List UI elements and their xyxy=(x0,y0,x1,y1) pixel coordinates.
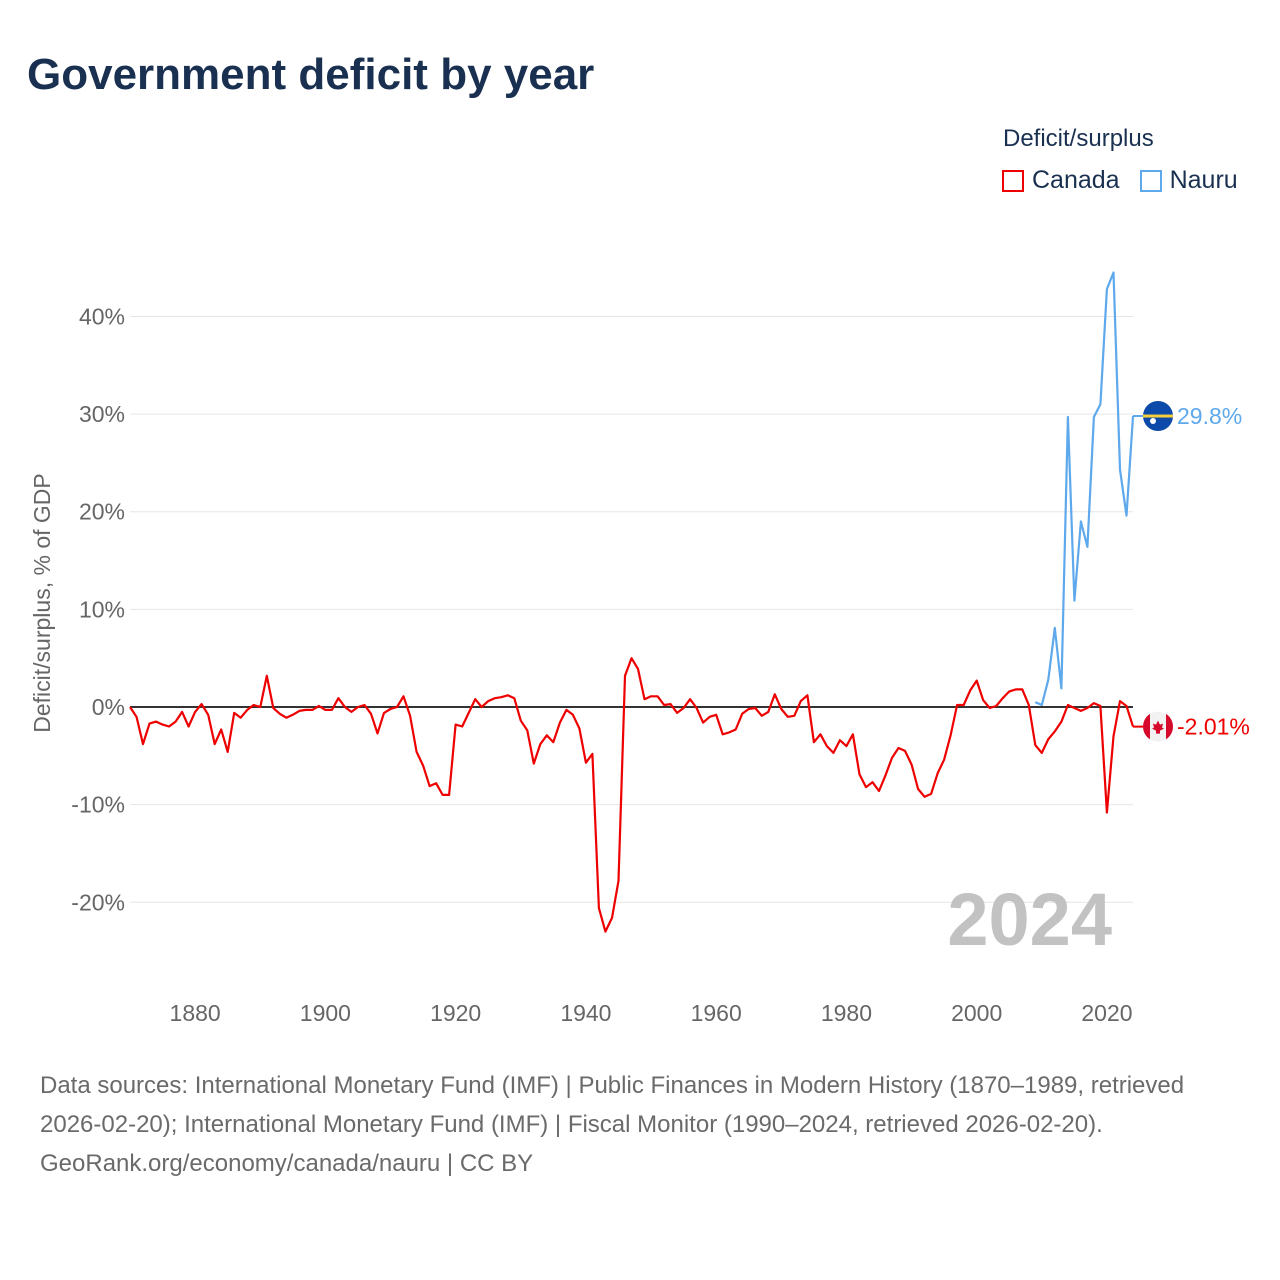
y-tick-label: 20% xyxy=(79,499,125,525)
x-tick-label: 1920 xyxy=(430,1000,481,1026)
y-tick-label: 40% xyxy=(79,303,125,329)
y-tick-label: -10% xyxy=(71,792,125,818)
y-axis-title: Deficit/surplus, % of GDP xyxy=(29,473,55,732)
x-tick-label: 1880 xyxy=(170,1000,221,1026)
end-value-label: 29.8% xyxy=(1177,403,1242,429)
canada-flag-right xyxy=(1166,713,1173,740)
series-line-canada xyxy=(129,657,1135,933)
x-tick-label: 1960 xyxy=(691,1000,742,1026)
x-tick-label: 2000 xyxy=(951,1000,1002,1026)
legend-title: Deficit/surplus xyxy=(1003,125,1154,152)
x-tick-label: 1940 xyxy=(560,1000,611,1026)
x-tick-label: 1980 xyxy=(821,1000,872,1026)
maple-leaf-icon xyxy=(1152,720,1164,734)
legend-label: Nauru xyxy=(1169,166,1238,194)
y-tick-label: 0% xyxy=(92,694,125,720)
footer: Data sources: International Monetary Fun… xyxy=(40,1066,1240,1183)
nauru-flag-star xyxy=(1150,418,1156,425)
y-tick-label: 10% xyxy=(79,596,125,622)
legend: Canada Nauru xyxy=(1002,166,1238,195)
nauru-flag-stripe xyxy=(1143,414,1173,418)
chart-title: Government deficit by year xyxy=(27,50,595,99)
data-sources: Data sources: International Monetary Fun… xyxy=(40,1072,1185,1138)
canada-flag-left xyxy=(1143,713,1150,740)
nauru-swatch xyxy=(1139,169,1162,192)
year-watermark: 2024 xyxy=(947,878,1112,961)
legend-item-nauru[interactable]: Nauru xyxy=(1139,166,1238,195)
y-tick-label: -20% xyxy=(71,889,125,915)
y-tick-label: 30% xyxy=(79,401,125,427)
legend-label: Canada xyxy=(1032,166,1120,194)
credit-link[interactable]: GeoRank.org/economy/canada/nauru | CC BY xyxy=(40,1150,534,1177)
x-tick-label: 2020 xyxy=(1081,1000,1132,1026)
series-line-nauru xyxy=(1034,271,1135,707)
legend-item-canada[interactable]: Canada xyxy=(1002,166,1120,195)
canada-swatch xyxy=(1002,169,1024,192)
end-value-label: -2.01% xyxy=(1177,714,1250,740)
x-tick-label: 1900 xyxy=(300,1000,351,1026)
